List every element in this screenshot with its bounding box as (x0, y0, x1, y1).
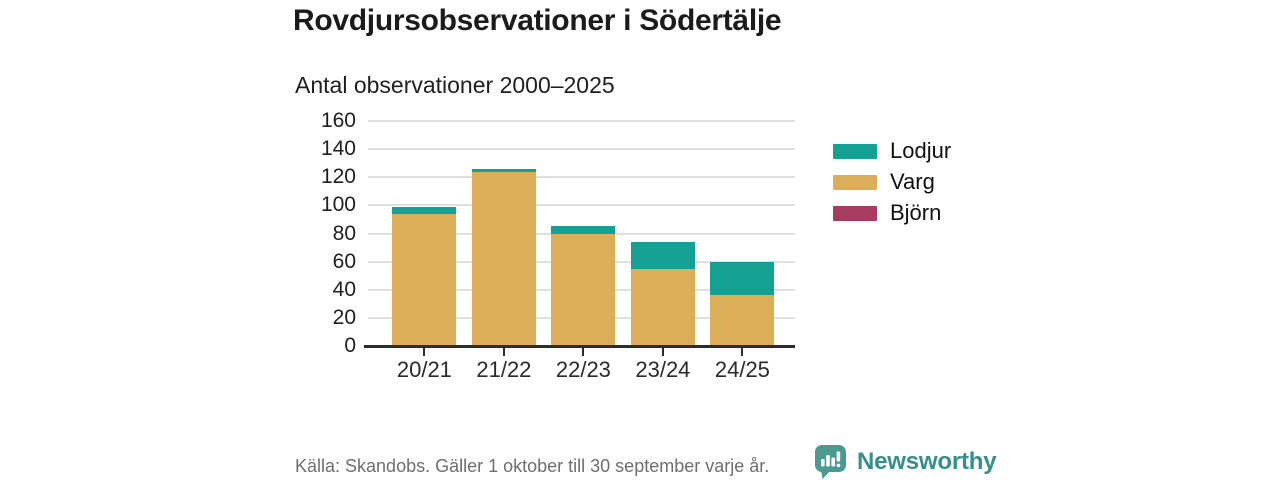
bar-segment-lodjur-21-22 (471, 168, 536, 172)
x-axis-line (364, 345, 795, 348)
x-tick-label-20-21: 20/21 (396, 357, 452, 382)
legend-label-varg: Varg (890, 169, 935, 194)
x-tick-label-24-25: 24/25 (714, 357, 770, 382)
bar-segment-lodjur-24-25 (710, 261, 775, 296)
newsworthy-logo-icon (814, 444, 848, 480)
bar-segment-varg-21-22 (471, 171, 536, 346)
chart-title: Rovdjursobservationer i Södertälje (293, 4, 782, 37)
bar-segment-varg-23-24 (630, 268, 695, 346)
bar-24-25 (710, 261, 775, 346)
bar-segment-lodjur-20-21 (392, 206, 457, 214)
y-tick-label-160: 160 (320, 109, 356, 132)
x-tick-21-22 (502, 348, 505, 356)
bar-20-21 (392, 206, 457, 346)
legend-swatch-varg (833, 174, 877, 190)
legend-swatch-lodjur (833, 143, 877, 159)
chart-subtitle: Antal observationer 2000–2025 (295, 72, 615, 98)
bar-segment-varg-22-23 (551, 233, 616, 346)
x-tick-label-23-24: 23/24 (635, 357, 691, 382)
bar-segment-lodjur-22-23 (551, 226, 616, 234)
legend-label-björn: Björn (890, 200, 942, 225)
brand-wordmark: Newsworthy (857, 448, 997, 475)
gridline-y140 (368, 148, 795, 151)
bar-22-23 (551, 226, 616, 346)
x-tick-24-25 (741, 348, 744, 356)
bar-segment-varg-20-21 (392, 213, 457, 346)
y-tick-label-20: 20 (332, 305, 356, 329)
y-tick-label-120: 120 (320, 165, 356, 189)
legend-label-lodjur: Lodjur (890, 138, 952, 163)
y-tick-label-0: 0 (344, 334, 356, 357)
legend-item-lodjur: Lodjur (833, 138, 952, 163)
x-tick-20-21 (423, 348, 426, 356)
brand: Newsworthy (814, 444, 997, 480)
bar-23-24 (630, 241, 695, 346)
legend: Lodjur Varg Björn (833, 138, 952, 225)
x-tick-label-22-23: 22/23 (555, 357, 611, 382)
y-tick-label-60: 60 (332, 249, 356, 273)
x-tick-22-23 (582, 348, 585, 356)
legend-item-björn: Björn (833, 200, 951, 225)
bar-21-22 (471, 168, 536, 346)
plot-area (368, 120, 795, 346)
legend-item-varg: Varg (833, 169, 951, 194)
y-tick-label-80: 80 (332, 221, 356, 245)
bar-segment-lodjur-23-24 (630, 241, 695, 269)
y-tick-label-40: 40 (332, 277, 356, 301)
legend-swatch-björn (833, 205, 877, 221)
gridline-y160 (368, 120, 795, 122)
bar-segment-varg-24-25 (710, 295, 775, 346)
x-tick-23-24 (661, 348, 664, 356)
source-note: Källa: Skandobs. Gäller 1 oktober till 3… (295, 456, 770, 476)
y-tick-label-140: 140 (320, 137, 356, 161)
y-tick-label-100: 100 (320, 193, 356, 217)
gridline-y120 (368, 176, 795, 179)
x-tick-label-21-22: 21/22 (476, 357, 532, 382)
gridline-y100 (368, 204, 795, 207)
